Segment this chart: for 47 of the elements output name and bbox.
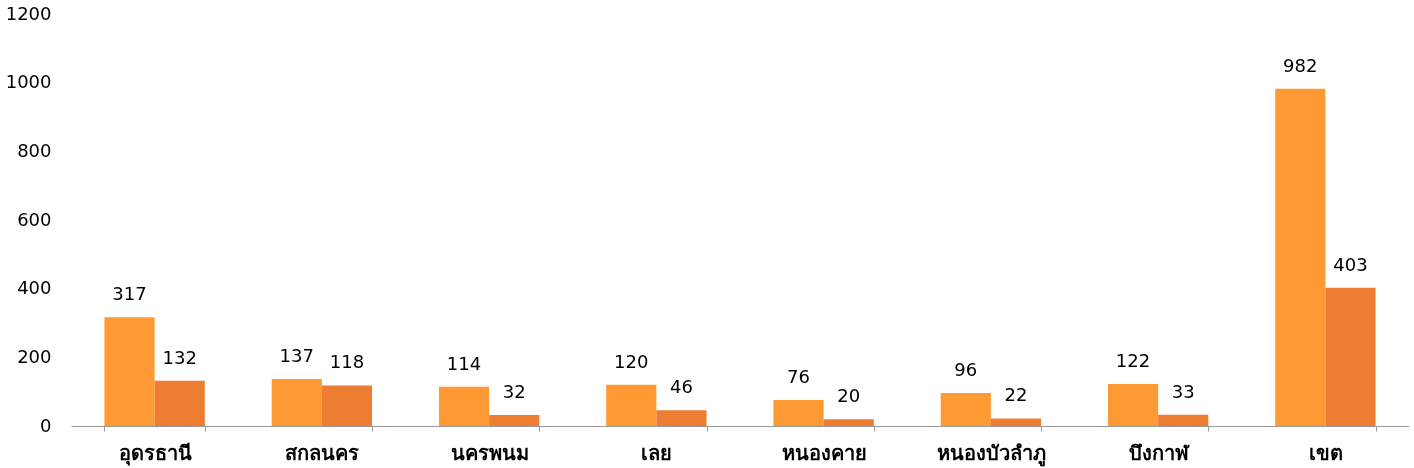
x-tick-label: หนองคาย [781,440,867,465]
data-label: 22 [1004,384,1028,406]
x-tick-label: สกลนคร [285,440,360,465]
bar [1325,287,1376,426]
bar [990,418,1042,426]
bar [321,385,373,426]
bar [489,415,540,426]
bar [606,384,657,426]
x-tick-label: เขต [1308,440,1343,465]
x-tick-label: หนองบัวลำภู [936,440,1046,467]
y-tick-label: 800 [17,139,52,161]
y-tick-label: 0 [40,414,52,436]
y-tick-label: 1000 [5,71,52,93]
bar [438,386,490,426]
bar [1107,384,1159,426]
bar [656,410,707,426]
data-label: 137 [279,344,314,366]
y-tick-label: 600 [17,208,52,230]
data-label: 120 [614,350,649,372]
x-tick-label: นครพนม [450,440,529,465]
x-tick-label: บึงกาฬ [1128,440,1190,465]
bar [1275,88,1326,426]
bar [1158,414,1209,426]
bar [104,317,155,426]
bar [940,393,991,426]
bar [773,399,824,426]
y-tick-label: 400 [17,277,52,299]
data-label: 132 [162,346,197,368]
data-label: 32 [502,381,526,403]
bar [823,419,874,426]
data-label: 403 [1333,253,1368,275]
data-label: 20 [837,385,861,407]
data-label: 114 [446,352,482,374]
y-tick-label: 200 [17,345,52,367]
data-label: 118 [329,351,365,373]
bar [154,380,205,426]
data-label: 46 [670,376,693,398]
data-label: 33 [1171,380,1195,402]
data-label: 982 [1283,54,1318,76]
data-label: 96 [954,359,978,381]
x-tick-label: เลย [641,440,673,465]
data-label: 317 [112,283,147,305]
data-label: 122 [1115,350,1151,372]
bar [271,378,322,426]
y-tick-label: 1200 [5,2,52,24]
data-label: 76 [787,365,810,387]
x-tick-label: อุดรธานี [118,440,192,466]
